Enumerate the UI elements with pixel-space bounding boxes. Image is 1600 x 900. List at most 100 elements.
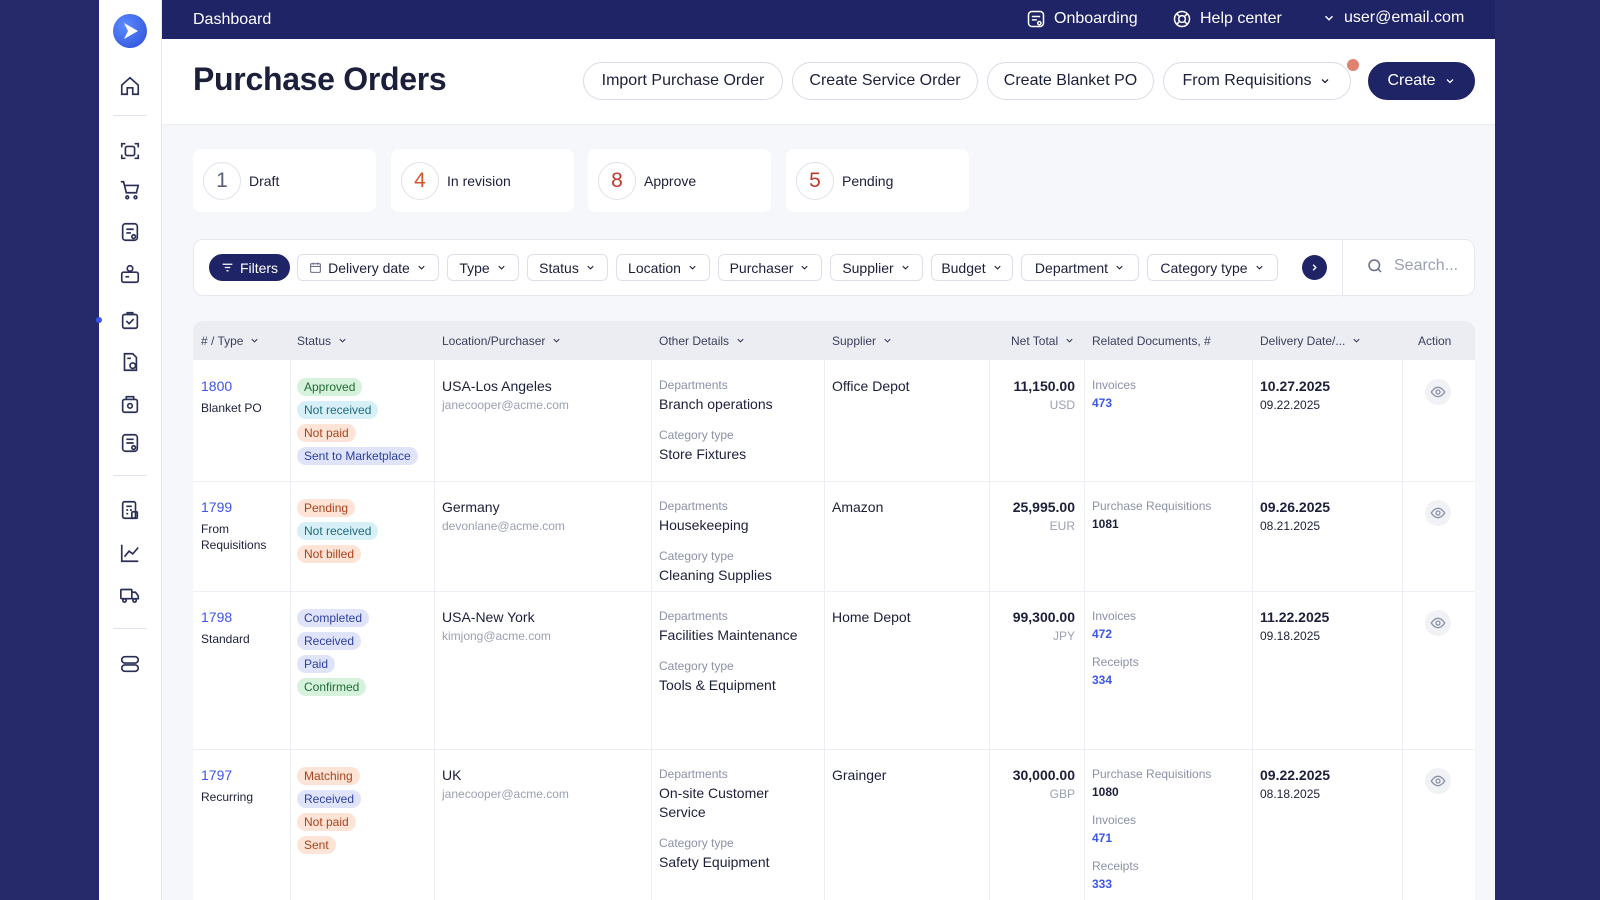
onboarding-icon	[1027, 10, 1045, 28]
chevron-down-icon	[553, 338, 561, 343]
user-menu[interactable]: user@email.com	[1322, 9, 1464, 27]
view-button[interactable]	[1425, 379, 1451, 405]
home-icon[interactable]	[118, 74, 142, 98]
chevron-down-icon	[498, 265, 505, 270]
filter-department[interactable]: Department	[1021, 254, 1139, 281]
currency: GBP	[1049, 787, 1075, 801]
filter-location[interactable]: Location	[616, 254, 710, 281]
filter-purchaser[interactable]: Purchaser	[718, 254, 822, 281]
filter-label: Category type	[1160, 259, 1248, 276]
main-content: Purchase Orders Import Purchase Order Cr…	[162, 39, 1495, 900]
app-logo[interactable]	[113, 14, 147, 48]
purchaser-email: devonlane@acme.com	[442, 519, 565, 533]
view-button[interactable]	[1425, 500, 1451, 526]
summary-card-approve[interactable]: 8 Approve	[588, 149, 771, 212]
chevron-down-icon	[1353, 338, 1361, 343]
from-requisitions-dropdown[interactable]: From Requisitions	[1163, 62, 1351, 100]
eye-icon	[1430, 775, 1446, 787]
purchaser-email: janecooper@acme.com	[442, 787, 569, 801]
filter-label: Type	[459, 259, 490, 276]
suppliers-icon[interactable]	[118, 262, 142, 286]
summary-card-pending[interactable]: 5 Pending	[786, 149, 969, 212]
top-bar: Dashboard Onboarding Help center user@em…	[162, 0, 1495, 39]
scan-icon[interactable]	[118, 139, 142, 163]
delivery-truck-icon[interactable]	[118, 583, 142, 607]
column-label: Supplier	[832, 333, 877, 348]
create-service-order-button[interactable]: Create Service Order	[792, 62, 978, 100]
import-po-button[interactable]: Import Purchase Order	[583, 62, 783, 100]
purchase-orders-icon[interactable]	[118, 308, 142, 332]
doc-link[interactable]: 333	[1092, 877, 1113, 891]
breadcrumb[interactable]: Dashboard	[193, 11, 272, 28]
summary-count: 5	[796, 161, 834, 200]
chevron-down-icon	[1446, 79, 1453, 84]
location-cell: USA-New York kimjong@acme.com	[442, 609, 551, 643]
requisition-icon[interactable]	[118, 220, 142, 244]
column-header-net-total[interactable]: Net Total	[1011, 321, 1075, 360]
filters-scroll-right-button[interactable]	[1302, 255, 1327, 280]
chevron-down-icon	[339, 338, 346, 343]
summary-card-in-revision[interactable]: 4 In revision	[391, 149, 574, 212]
summary-card-draft[interactable]: 1 Draft	[193, 149, 376, 212]
detail-label: Category type	[659, 549, 734, 563]
filter-category-type[interactable]: Category type	[1147, 254, 1278, 281]
onboarding-link[interactable]: Onboarding	[1026, 9, 1138, 29]
payments-icon[interactable]	[118, 392, 142, 416]
column-header-location[interactable]: Location/Purchaser	[442, 321, 562, 360]
create-label: Create	[1387, 72, 1436, 89]
location-cell: UK janecooper@acme.com	[442, 767, 569, 801]
doc-link[interactable]: 1081	[1092, 517, 1119, 531]
invoice-icon[interactable]	[118, 350, 142, 374]
doc-link[interactable]: 471	[1092, 831, 1113, 845]
search-input[interactable]	[1394, 257, 1484, 275]
filter-type[interactable]: Type	[447, 254, 519, 281]
filter-delivery-date[interactable]: Delivery date	[297, 254, 439, 281]
filter-label: Purchaser	[729, 259, 794, 276]
sidebar	[96, 0, 162, 900]
column-header-related-docs[interactable]: Related Documents, #	[1092, 321, 1211, 360]
column-header-type[interactable]: # / Type	[201, 321, 260, 360]
currency: EUR	[1049, 519, 1075, 533]
column-header-supplier[interactable]: Supplier	[832, 321, 893, 360]
doc-link[interactable]: 472	[1092, 627, 1113, 641]
doc-label: Invoices	[1092, 813, 1137, 827]
filter-label: Delivery date	[328, 259, 410, 276]
help-center-link[interactable]: Help center	[1172, 9, 1282, 29]
po-number-link[interactable]: 1798	[201, 609, 233, 625]
status-cell: Pending Not received Not billed	[297, 499, 379, 568]
po-number-link[interactable]: 1797	[201, 767, 233, 783]
location: USA-New York	[442, 609, 535, 625]
po-number-link[interactable]: 1799	[201, 499, 233, 515]
po-number-link[interactable]: 1800	[201, 378, 233, 394]
net-total-cell: 99,300.00 JPY	[989, 609, 1075, 643]
column-header-status[interactable]: Status	[297, 321, 348, 360]
create-dropdown-button[interactable]: Create	[1368, 62, 1475, 100]
cart-icon[interactable]	[118, 178, 142, 202]
view-button[interactable]	[1425, 768, 1451, 794]
create-blanket-po-button[interactable]: Create Blanket PO	[987, 62, 1154, 100]
summary-count: 8	[598, 161, 636, 200]
column-label: Other Details	[659, 333, 730, 348]
status-badge: Not paid	[297, 813, 356, 831]
doc-link[interactable]: 334	[1092, 673, 1113, 687]
filter-status[interactable]: Status	[527, 254, 608, 281]
filter-budget[interactable]: Budget	[931, 254, 1013, 281]
view-button[interactable]	[1425, 610, 1451, 636]
filter-supplier[interactable]: Supplier	[830, 254, 923, 281]
receipts-icon[interactable]	[118, 431, 142, 455]
column-header-delivery-date[interactable]: Delivery Date/...	[1260, 321, 1362, 360]
column-header-details[interactable]: Other Details	[659, 321, 746, 360]
filter-label: Budget	[941, 259, 986, 276]
analytics-icon[interactable]	[118, 541, 142, 565]
summary-count: 4	[401, 161, 439, 200]
doc-link[interactable]: 473	[1092, 396, 1113, 410]
budget-icon[interactable]	[118, 498, 142, 522]
doc-link[interactable]: 1080	[1092, 785, 1119, 799]
page-title: Purchase Orders	[193, 61, 447, 97]
settings-toggle-icon[interactable]	[118, 652, 142, 676]
supplier: Amazon	[832, 499, 884, 515]
doc-label: Purchase Requisitions	[1092, 499, 1212, 513]
po-cell: 1798 Standard	[201, 609, 250, 647]
po-type: Recurring	[201, 790, 254, 804]
filters-button[interactable]: Filters	[209, 254, 290, 281]
